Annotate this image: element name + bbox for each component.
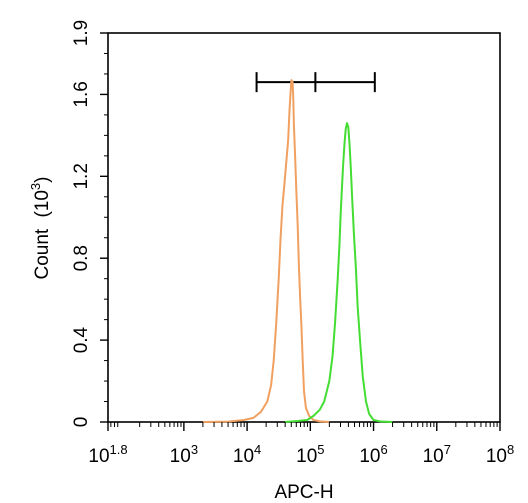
x-tick-base: 10 [423,446,444,467]
plot-frame [107,32,501,423]
y-axis-unit-close: ) [32,176,53,182]
x-tick-exp: 5 [317,442,324,457]
x-tick-exp: 6 [381,442,388,457]
gate-marker [255,72,376,93]
x-tick-base: 10 [88,446,109,467]
y-axis-unit-open: ( [32,211,53,218]
y-axis-title: Count (103) [28,176,53,279]
x-tick-base: 10 [170,446,191,467]
y-tick-label: 1.9 [71,20,92,46]
y-tick-label: 0 [71,417,92,428]
y-tick-label: 0.8 [71,245,92,271]
y-tick-label: 0.4 [71,326,92,353]
y-axis-ticks: 0 0.4 0.8 1.2 1.6 1.9 [71,20,108,428]
x-tick-label: 105 [296,442,324,467]
x-tick-label: 107 [423,442,451,467]
series-line-2 [284,122,393,423]
x-tick-label: 106 [359,442,387,467]
x-tick-label: 104 [233,442,261,467]
x-tick-label: 101.8 [88,442,127,467]
series-group [202,79,393,423]
series-line-1 [202,79,330,423]
x-tick-exp: 3 [191,442,198,457]
x-tick-base: 10 [486,446,507,467]
x-tick-exp: 7 [444,442,451,457]
x-tick-label: 108 [486,442,514,467]
x-tick-label: 103 [170,442,198,467]
y-axis-unit-exp: 3 [28,183,43,190]
x-tick-base: 10 [359,446,380,467]
x-axis-title: APC-H [274,482,333,503]
x-tick-exp: 4 [254,442,261,457]
y-tick-label: 1.6 [71,81,92,107]
x-tick-exp: 1.8 [110,442,128,457]
y-axis-unit-base: 10 [32,190,53,211]
y-tick-label: 1.2 [71,163,92,189]
y-axis-label: Count [32,228,53,279]
x-tick-exp: 8 [507,442,514,457]
x-tick-base: 10 [233,446,254,467]
x-axis-ticks: 101.8 103 104 105 106 107 108 [88,422,514,467]
x-tick-base: 10 [296,446,317,467]
